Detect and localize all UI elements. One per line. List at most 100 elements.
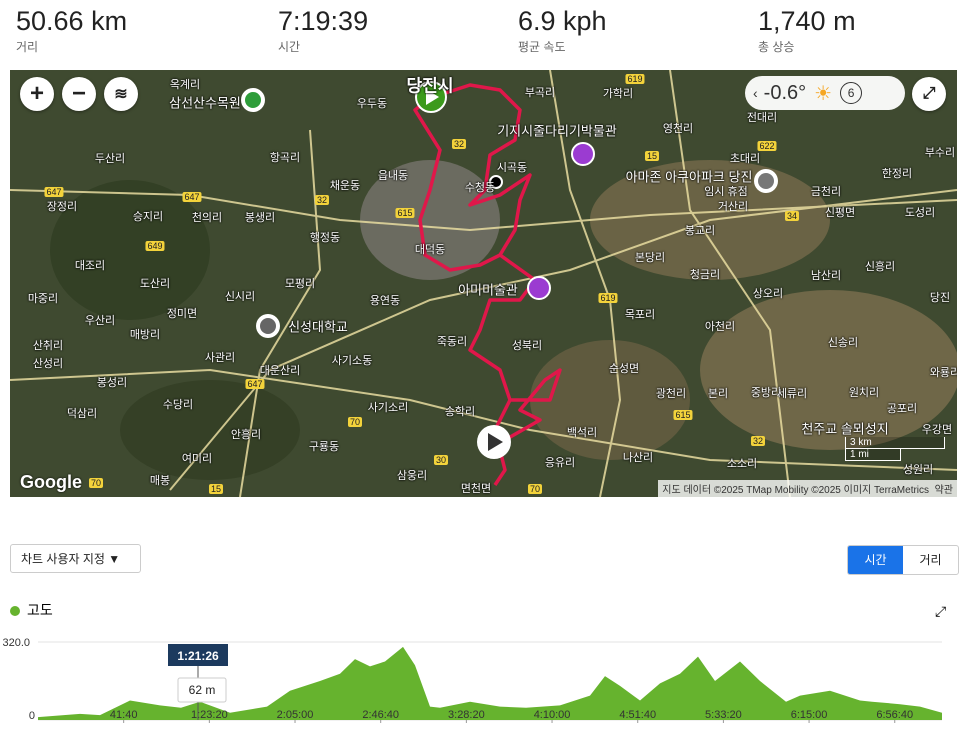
x-tick-label: 6:15:00 — [791, 709, 828, 721]
place-label: 삼웅리 — [396, 470, 428, 482]
place-label: 광천리 — [655, 388, 687, 400]
legend-dot — [10, 606, 20, 616]
place-label: 송학리 — [444, 406, 476, 418]
expand[interactable]: ⤢ — [935, 603, 946, 619]
place-label: 채운동 — [329, 180, 361, 192]
place-label: 행정동 — [309, 232, 341, 244]
place-label: 전대리 — [746, 112, 778, 124]
place-label: 아미미술관 — [458, 282, 518, 298]
x-tick-label: 5:33:20 — [705, 709, 742, 721]
x-tick-label: 4:10:00 — [534, 709, 571, 721]
attribution: 지도 데이터 ©2025 TMap Mobility ©2025 이미지 Ter… — [658, 480, 957, 497]
place-label: 초대리 — [729, 153, 761, 165]
road-shield: 647 — [182, 192, 202, 202]
road-shield: 15 — [208, 484, 224, 494]
place-label: 항곡리 — [269, 152, 301, 164]
y-tick-label: 0 — [29, 710, 35, 722]
place-label: 신평면 — [824, 207, 856, 219]
place-label: 덕삼리 — [66, 408, 98, 420]
place-label: 도산리 — [139, 278, 171, 290]
road-shield: 649 — [145, 241, 165, 251]
place-label: 한정리 — [881, 168, 913, 180]
place-label: 응유리 — [544, 457, 576, 469]
place-label: 순성면 — [608, 363, 640, 375]
place-label: 기지시줄다리기박물관 — [497, 123, 617, 139]
toggle-time[interactable]: 시간 — [848, 546, 903, 574]
place-label: 모평리 — [284, 278, 316, 290]
road-shield: 619 — [598, 293, 618, 303]
place-label: 용연동 — [369, 295, 401, 307]
place-label: 우산리 — [84, 315, 116, 327]
place-label: 장정리 — [46, 201, 78, 213]
layers[interactable]: ≋ — [104, 77, 138, 111]
stat: 50.66 km 거리 — [16, 6, 127, 55]
place-label: 도성리 — [904, 207, 936, 219]
place-label: 신성대학교 — [288, 319, 348, 335]
road-shield: 30 — [433, 455, 449, 465]
chart-customize[interactable]: 차트 사용자 지정 ▼ — [10, 544, 141, 573]
place-label: 천주교 솔뫼성지 — [801, 421, 889, 437]
weather[interactable]: ‹ -0.6° ☀ 6 — [745, 76, 905, 110]
road-shield: 647 — [245, 379, 265, 389]
y-tick-label: 320.0 — [2, 637, 30, 649]
toggle-distance[interactable]: 거리 — [919, 553, 942, 567]
terms[interactable]: 약관 — [934, 485, 953, 496]
zoom-in[interactable]: + — [20, 77, 54, 111]
place-label: 임시 휴점 — [704, 186, 748, 198]
place-label: 원치리 — [848, 387, 880, 399]
place-label: 아마존 아쿠아파크 당진 — [625, 169, 753, 185]
place-label: 봉교리 — [684, 225, 716, 237]
stat-value: 6.9 kph — [518, 6, 607, 36]
place-label: 읍내동 — [377, 170, 409, 182]
place-label: 성원리 — [902, 464, 934, 476]
place-label: 봉성리 — [96, 377, 128, 389]
place-label: 산성리 — [32, 358, 64, 370]
cursor-time-box — [168, 644, 228, 666]
place-label: 거산리 — [717, 201, 749, 213]
road-shield: 32 — [451, 139, 467, 149]
place-label: 소소리 — [726, 458, 758, 470]
place-label: 성북리 — [511, 340, 543, 352]
place-label: 가학리 — [602, 88, 634, 100]
place-label: 목포리 — [624, 309, 656, 321]
stat-label: 시간 — [278, 40, 301, 54]
map[interactable]: 당진시 옥계리 삼선산수목원 우두동 부곡리 가학리 기지시줄다리기박물관 영천리 전대리 두산… — [10, 70, 957, 497]
scale-mi: 1 mi — [845, 449, 901, 461]
fullscreen[interactable]: ⤢ — [912, 77, 946, 111]
place-label: 사관리 — [204, 352, 236, 364]
place-label: 천의리 — [191, 212, 223, 224]
place-label: 수청동 — [464, 182, 496, 194]
cursor-value: 62 m — [189, 683, 216, 697]
place-label: 중방리 — [750, 387, 782, 399]
place-label: 백석리 — [566, 427, 598, 439]
place-label: 영천리 — [662, 123, 694, 135]
wind: 6 — [840, 82, 863, 104]
scale: 3 km 1 mi — [845, 437, 945, 461]
cursor-time: 1:21:26 — [177, 649, 219, 663]
stat-value: 50.66 km — [16, 6, 128, 36]
place-label: 부곡리 — [524, 87, 556, 99]
stat: 7:19:39 시간 — [278, 6, 368, 55]
place-label: 안흥리 — [230, 429, 262, 441]
stat: 6.9 kph 평균 속도 — [518, 6, 607, 55]
place-label: 시곡동 — [496, 162, 528, 174]
place-label: 우강면 — [921, 424, 953, 436]
x-tick-label: 4:51:40 — [619, 709, 656, 721]
place-label: 정미면 — [166, 308, 198, 320]
map-title: 당진시 — [406, 76, 454, 96]
place-label: 사기소리 — [367, 402, 409, 414]
zoom-out[interactable]: − — [62, 77, 96, 111]
brand: Google — [20, 472, 82, 492]
place-label: 세류리 — [776, 388, 808, 400]
place-label: 면천면 — [460, 483, 492, 495]
x-tick-label: 1:23:20 — [191, 709, 228, 721]
attribution-text: 지도 데이터 ©2025 TMap Mobility ©2025 이미지 Ter… — [662, 485, 930, 496]
place-label: 본리 — [707, 388, 729, 400]
place-label: 죽동리 — [436, 336, 468, 348]
place-label: 남산리 — [810, 270, 842, 282]
chart-title: 고도 — [27, 602, 53, 618]
place-label: 옥계리 — [169, 79, 201, 91]
stat-label: 평균 속도 — [518, 40, 566, 54]
place-label: 대덕동 — [414, 244, 446, 256]
